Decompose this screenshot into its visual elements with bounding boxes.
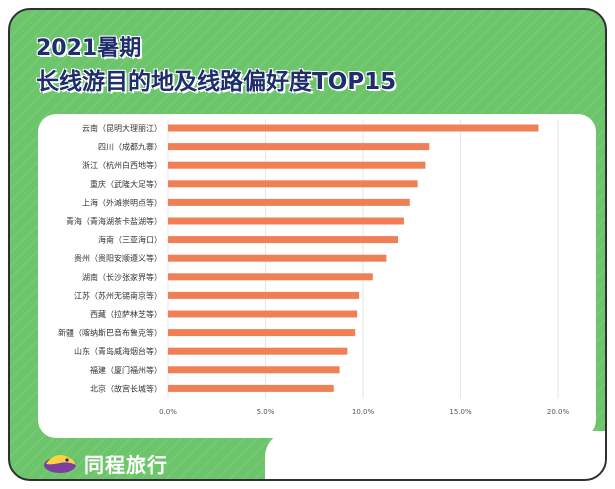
x-tick-label: 5.0% bbox=[257, 408, 275, 416]
bar bbox=[168, 143, 430, 151]
category-label: 贵州（贵阳安顺遵义等） bbox=[74, 253, 162, 263]
x-tick-label: 15.0% bbox=[449, 408, 472, 416]
chart-panel: 0.0% 5.0% 10.0% 15.0% 20.0% 云南（昆明大理丽江） 四川（成都九寨… bbox=[38, 114, 596, 438]
brand-name: 同程旅行 bbox=[84, 452, 168, 477]
bar bbox=[168, 310, 358, 318]
category-label: 重庆（武隆大足等） bbox=[90, 179, 162, 189]
bar bbox=[168, 347, 348, 355]
category-label: 海南（三亚海口） bbox=[98, 235, 162, 245]
bar bbox=[168, 329, 356, 337]
category-label: 青海（青海湖茶卡盐湖等） bbox=[66, 216, 162, 226]
category-label: 浙江（杭州白西地等） bbox=[82, 160, 162, 170]
brand-logo-icon bbox=[44, 455, 76, 473]
bar bbox=[168, 384, 334, 392]
poster-frame: 2021暑期 长线游目的地及线路偏好度TOP15 0.0% 5.0% 10.0% 15… bbox=[8, 8, 607, 481]
x-tick-label: 20.0% bbox=[547, 408, 570, 416]
title-line-1: 2021暑期 bbox=[36, 36, 142, 61]
bar bbox=[168, 124, 539, 132]
category-label: 云南（昆明大理丽江） bbox=[82, 123, 162, 133]
bar bbox=[168, 291, 360, 299]
category-label: 新疆（喀纳斯巴音布鲁克等） bbox=[58, 328, 162, 338]
bar bbox=[168, 236, 399, 244]
category-label: 西藏（拉萨林芝等） bbox=[90, 309, 162, 319]
bar-chart: 0.0% 5.0% 10.0% 15.0% 20.0% 云南（昆明大理丽江） 四川（成都九寨… bbox=[58, 120, 570, 416]
bar bbox=[168, 161, 426, 169]
bar bbox=[168, 180, 418, 188]
category-label: 湖南（长沙张家界等） bbox=[82, 272, 162, 282]
category-label: 北京（故宫长城等） bbox=[90, 383, 162, 393]
category-label: 江苏（苏州无锡南京等） bbox=[74, 290, 162, 300]
x-tick-label: 0.0% bbox=[159, 408, 177, 416]
bar bbox=[168, 217, 404, 225]
bar bbox=[168, 254, 387, 262]
bar bbox=[168, 198, 410, 206]
x-tick-label: 10.0% bbox=[352, 408, 375, 416]
category-label: 四川（成都九寨） bbox=[98, 142, 162, 152]
category-label: 山东（青岛威海烟台等） bbox=[74, 346, 162, 356]
bar bbox=[168, 366, 340, 374]
category-label: 上海（外滩崇明点等） bbox=[82, 197, 162, 207]
title-line-2: 长线游目的地及线路偏好度TOP15 bbox=[36, 69, 397, 95]
bar bbox=[168, 273, 373, 281]
category-label: 福建（厦门福州等） bbox=[90, 365, 162, 375]
brand: 同程旅行 bbox=[42, 448, 168, 478]
footer-white-area bbox=[265, 431, 605, 479]
